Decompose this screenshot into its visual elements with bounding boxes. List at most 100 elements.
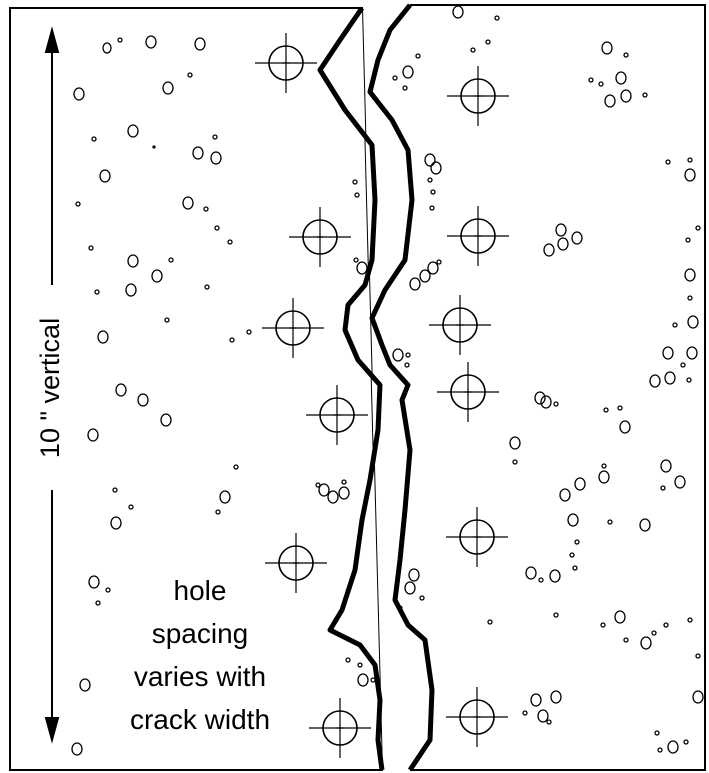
pebble <box>559 488 571 502</box>
hole <box>289 207 351 267</box>
pebble <box>555 223 567 237</box>
pebble <box>598 470 610 484</box>
pebble <box>567 513 579 527</box>
pebble <box>168 257 174 263</box>
note-line: spacing <box>152 618 249 649</box>
pebble <box>553 401 559 407</box>
pebble <box>75 201 81 207</box>
pebble <box>79 678 91 692</box>
pebble <box>686 377 692 383</box>
pebble <box>487 619 493 625</box>
pebble <box>127 124 139 138</box>
pebble <box>404 581 416 595</box>
pebble <box>210 151 222 165</box>
pebble <box>664 371 676 385</box>
pebble <box>246 329 252 335</box>
pebble <box>680 362 686 368</box>
pebble <box>683 739 689 745</box>
pebble <box>357 673 369 687</box>
pebble <box>151 269 163 283</box>
pebble <box>674 475 686 489</box>
pebble <box>623 52 629 58</box>
hole <box>265 533 327 593</box>
pebble <box>429 205 435 211</box>
pebble <box>160 413 172 427</box>
pebble <box>685 237 691 243</box>
pebble <box>402 85 408 91</box>
pebble <box>427 261 439 275</box>
hole <box>447 206 509 266</box>
pebble <box>571 231 583 245</box>
note-line: crack width <box>130 704 270 735</box>
pebble <box>214 225 220 231</box>
pebble <box>229 337 235 343</box>
pebble <box>651 630 657 636</box>
pebble <box>370 677 376 683</box>
hole <box>262 298 324 358</box>
pebble <box>95 600 101 606</box>
pebble <box>187 72 193 78</box>
pebble <box>672 322 678 328</box>
pebble <box>530 693 542 707</box>
pebble <box>327 490 339 504</box>
pebble <box>405 352 411 358</box>
pebble <box>601 463 607 469</box>
pebble <box>203 206 209 212</box>
pebble <box>569 552 575 558</box>
pebble <box>667 740 679 754</box>
pebble <box>162 81 174 95</box>
pebble <box>71 742 83 756</box>
pebble <box>687 295 693 301</box>
pebble <box>415 53 421 59</box>
arrowhead <box>44 26 60 53</box>
pebble <box>603 407 609 413</box>
pebble <box>665 159 671 165</box>
dimension-label: 10 " vertical <box>35 318 65 458</box>
pebble <box>657 747 663 753</box>
pebble <box>194 37 206 51</box>
pebble <box>604 94 616 108</box>
pebble <box>353 257 359 263</box>
pebble <box>512 459 518 465</box>
pebble <box>534 391 546 405</box>
pebble <box>392 348 404 362</box>
pebble <box>87 428 99 442</box>
pebble <box>341 479 347 485</box>
pebble <box>112 487 118 493</box>
pebble <box>557 237 569 251</box>
pebble <box>102 42 112 54</box>
pebble <box>356 261 368 275</box>
hole <box>446 687 508 747</box>
pebble <box>550 690 562 704</box>
pebble <box>452 5 464 19</box>
pebble <box>409 277 421 291</box>
pebble <box>115 383 127 397</box>
pebble <box>684 268 696 282</box>
pebble <box>619 420 631 434</box>
pebble <box>588 77 594 83</box>
pebble <box>640 636 652 650</box>
pebble <box>620 89 632 103</box>
note-line: hole <box>174 575 227 606</box>
pebble <box>430 189 436 195</box>
pebble <box>204 284 210 290</box>
pebble <box>88 245 94 251</box>
pebble <box>617 405 623 411</box>
hole <box>309 698 371 758</box>
left-slab <box>9 7 384 771</box>
pebble <box>352 179 358 185</box>
pebble <box>88 575 100 589</box>
pebble <box>94 289 100 295</box>
hole <box>255 33 317 93</box>
pebble <box>137 393 149 407</box>
drill-holes <box>255 33 509 758</box>
hole <box>306 385 368 445</box>
pebble <box>192 146 204 160</box>
pebble <box>427 177 433 183</box>
right-slab <box>410 4 706 771</box>
pebble <box>110 516 122 530</box>
pebble <box>145 35 157 49</box>
pebble <box>687 157 693 163</box>
pebble <box>607 519 613 525</box>
